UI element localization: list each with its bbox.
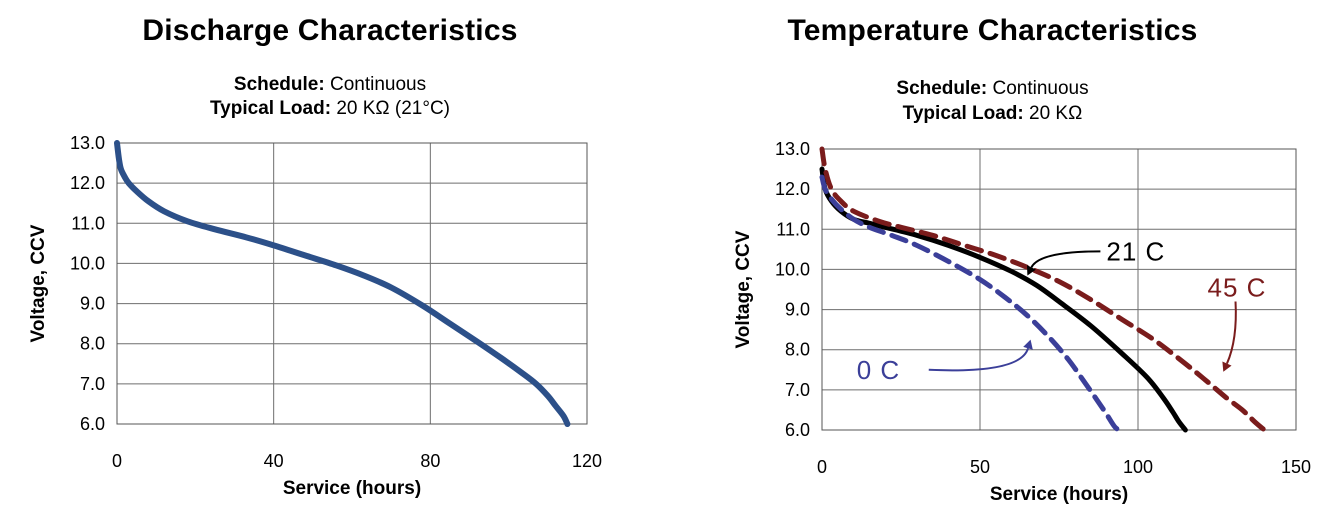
annotation-label: 21 C: [1106, 236, 1165, 266]
x-tick-label: 80: [420, 451, 440, 471]
y-tick-label: 10.0: [70, 253, 105, 273]
series-line-0-c: [819, 174, 1122, 433]
y-tick-label: 8.0: [80, 334, 105, 354]
plot-frame: [821, 148, 1297, 431]
annotation-arrowhead: [1222, 361, 1232, 372]
x-axis-label: Service (hours): [283, 478, 421, 499]
annotation-arrow: [928, 347, 1029, 372]
x-tick-label: 0: [112, 451, 122, 471]
y-tick-label: 11.0: [776, 219, 810, 239]
y-tick-label: 9.0: [80, 294, 105, 314]
annotation-arrowhead: [1026, 265, 1036, 276]
y-tick-label: 10.0: [775, 259, 810, 279]
temperature-plot: 6.0 7.0 8.0 9.0 10.0 11.0 12.0 13.0 0 50 100 150 Ser…: [733, 139, 1311, 505]
series-line: [114, 140, 571, 427]
y-tick-label: 12.0: [70, 173, 105, 193]
y-tick-label: 7.0: [785, 380, 810, 400]
y-axis-label: Voltage, CCV: [733, 230, 754, 348]
y-tick-label: 13.0: [775, 139, 810, 159]
schedule-line: Schedule: Continuous: [660, 78, 1325, 100]
chart-title: Discharge Characteristics: [142, 14, 518, 47]
discharge-plot: 6.0 7.0 8.0 9.0 10.0 11.0 12.0 13.0 0 40 80 120 Serv…: [28, 133, 602, 499]
y-tick-label: 6.0: [80, 414, 105, 434]
schedule-label: Schedule:: [233, 74, 325, 95]
y-tick-label: 7.0: [80, 374, 105, 394]
y-tick-label: 11.0: [71, 213, 105, 233]
load-label: Typical Load:: [209, 98, 332, 119]
schedule-label: Schedule:: [896, 78, 988, 99]
x-tick-label: 50: [970, 457, 990, 477]
load-line: Typical Load: 20 KΩ (21°C): [0, 98, 660, 120]
annotation-label: 0 C: [857, 355, 900, 385]
schedule-line: Schedule: Continuous: [0, 74, 660, 96]
y-tick-label: 8.0: [785, 340, 810, 360]
y-tick-label: 13.0: [70, 133, 105, 153]
load-label: Typical Load:: [902, 103, 1024, 124]
schedule-value: Continuous: [329, 74, 427, 95]
discharge-chart-panel: Discharge Characteristics Schedule: Cont…: [0, 0, 660, 511]
plot-frame: [116, 142, 588, 425]
x-tick-label: 120: [572, 451, 602, 471]
annotation-arrow: [1226, 301, 1237, 364]
x-tick-label: 40: [264, 451, 284, 471]
annotation-label: 45 C: [1208, 272, 1267, 302]
y-tick-label: 12.0: [775, 179, 810, 199]
x-tick-label: 100: [1123, 457, 1153, 477]
load-line: Typical Load: 20 KΩ: [660, 103, 1325, 125]
chart-title: Temperature Characteristics: [787, 14, 1198, 47]
load-value: 20 KΩ (21°C): [336, 98, 451, 119]
annotation-arrow: [1030, 250, 1101, 268]
series-line-21-c: [819, 166, 1188, 433]
x-tick-label: 0: [817, 457, 827, 477]
x-axis-label: Service (hours): [990, 484, 1128, 505]
annotation-arrowhead: [1023, 339, 1033, 350]
y-axis-label: Voltage, CCV: [28, 224, 49, 342]
temperature-chart-panel: Temperature Characteristics Schedule: Co…: [660, 0, 1325, 511]
y-tick-label: 9.0: [785, 300, 810, 320]
x-tick-label: 150: [1281, 457, 1311, 477]
schedule-value: Continuous: [992, 78, 1089, 99]
y-tick-label: 6.0: [785, 420, 810, 440]
load-value: 20 KΩ: [1029, 103, 1083, 124]
